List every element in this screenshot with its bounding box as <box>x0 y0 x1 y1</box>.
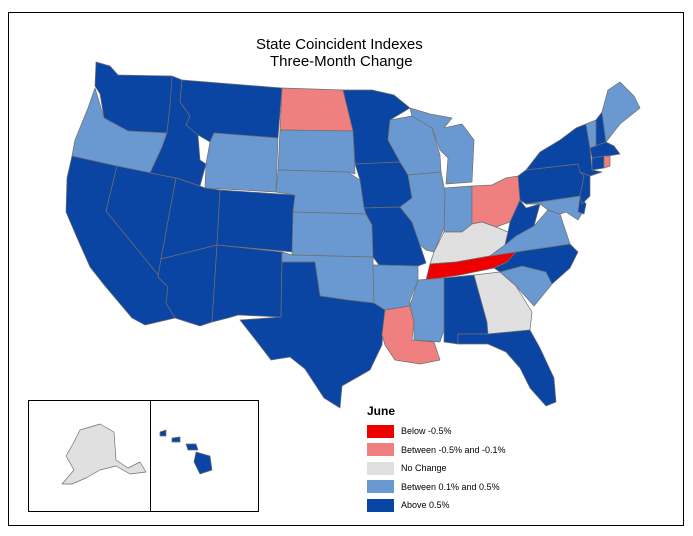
state-fl <box>457 329 557 407</box>
state-sd <box>277 129 356 175</box>
state-ak <box>61 423 147 485</box>
state-in <box>443 185 473 233</box>
legend: June Below -0.5% Between -0.5% and -0.1%… <box>367 404 547 515</box>
legend-swatch <box>367 461 394 475</box>
hi-island-maui <box>185 443 199 451</box>
state-ia <box>354 161 413 209</box>
hi-island-big-island <box>193 451 213 475</box>
legend-swatch <box>367 443 394 457</box>
state-ct <box>591 155 605 171</box>
legend-label: No Change <box>401 463 447 474</box>
legend-label: Above 0.5% <box>401 500 450 511</box>
state-hi <box>159 429 213 475</box>
state-nm <box>211 244 283 323</box>
state-ks <box>291 211 374 258</box>
alaska-hawaii-inset-frame <box>28 400 259 512</box>
hi-island-oahu <box>171 436 181 443</box>
state-md <box>525 195 585 221</box>
hi-island-kauai <box>159 429 167 437</box>
state-nc <box>493 243 579 285</box>
legend-swatch <box>367 480 394 494</box>
state-co <box>216 189 296 253</box>
legend-item-between-pos: Between 0.1% and 0.5% <box>367 478 547 497</box>
state-me <box>601 81 641 143</box>
legend-item-between-neg: Between -0.5% and -0.1% <box>367 441 547 460</box>
state-ny <box>525 123 603 177</box>
inset-divider <box>150 400 151 512</box>
map-title-line-2: Three-Month Change <box>270 53 413 70</box>
legend-item-above: Above 0.5% <box>367 496 547 515</box>
legend-title: June <box>367 404 396 418</box>
legend-swatch <box>367 498 394 512</box>
state-tx <box>239 261 386 409</box>
state-il <box>399 171 446 253</box>
state-wy <box>204 132 279 193</box>
state-nd <box>279 87 354 132</box>
state-mt <box>179 79 283 143</box>
state-mi <box>409 107 475 185</box>
map-title-line-1: State Coincident Indexes <box>256 36 423 53</box>
legend-item-no-change: No Change <box>367 459 547 478</box>
legend-label: Between -0.5% and -0.1% <box>401 444 506 455</box>
legend-label: Below -0.5% <box>401 426 452 437</box>
legend-item-below: Below -0.5% <box>367 422 547 441</box>
legend-swatch <box>367 424 394 438</box>
state-wv <box>504 199 541 246</box>
legend-label: Between 0.1% and 0.5% <box>401 481 500 492</box>
state-ri <box>603 155 611 169</box>
